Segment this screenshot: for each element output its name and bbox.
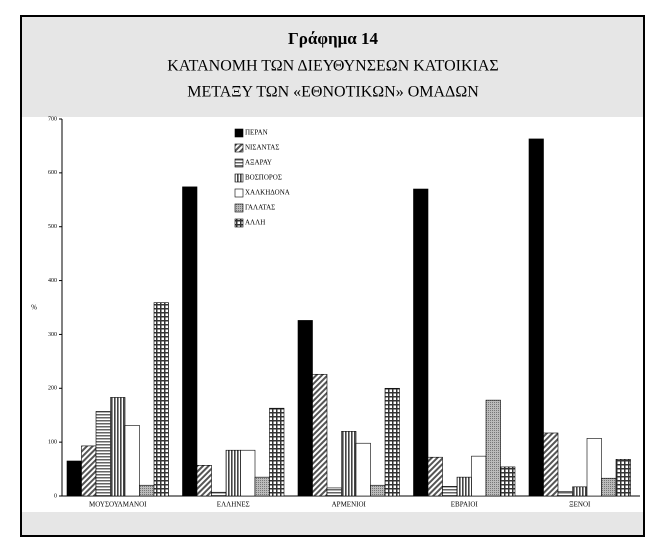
y-axis-label: % (31, 304, 37, 312)
bar (615, 459, 631, 497)
bar (572, 486, 588, 497)
x-tick-label: ΕΛΛΗΝΕΣ (217, 501, 250, 509)
legend-label: ΓΑΛΑΤΑΣ (245, 204, 275, 212)
y-tick-label: 300 (48, 332, 57, 338)
legend-swatch (234, 143, 244, 153)
bar (124, 425, 140, 497)
bar (81, 445, 97, 497)
legend-swatch (234, 203, 244, 213)
bar (413, 188, 429, 497)
legend-swatch (234, 158, 244, 168)
bar (586, 438, 602, 497)
bar (225, 449, 241, 497)
bar (557, 491, 573, 497)
bar (110, 397, 126, 497)
bar (254, 476, 270, 497)
bar (297, 320, 313, 497)
y-tick-label: 500 (48, 224, 57, 230)
bar (500, 466, 516, 497)
bar (211, 491, 227, 497)
legend-swatch (234, 173, 244, 183)
bar (528, 138, 544, 497)
bar (240, 449, 256, 497)
bar (384, 387, 400, 497)
bar (456, 476, 472, 497)
x-tick-label: ΜΟΥΣΟΥΛΜΑΝΟΙ (89, 501, 147, 509)
x-tick-label: ΕΒΡΑΙΟΙ (451, 501, 479, 509)
chart-title: Γράφημα 14 (288, 29, 379, 48)
legend-label: ΠΕΡΑΝ (245, 129, 268, 137)
bar (153, 302, 169, 497)
legend-label: ΑΛΛΗ (245, 219, 265, 227)
chart-subtitle: ΜΕΤΑΞΥ ΤΩΝ «ΕΘΝΟΤΙΚΩΝ» ΟΜΑΔΩΝ (187, 84, 479, 101)
bar (601, 477, 617, 497)
bar (312, 373, 328, 497)
y-tick-label: 200 (48, 386, 57, 392)
y-tick-label: 700 (48, 116, 57, 122)
y-tick-label: 600 (48, 170, 57, 176)
legend-label: ΑΞΑΡΑΥ (245, 159, 272, 167)
legend-swatch (234, 128, 244, 138)
bar (139, 484, 155, 497)
chart-subtitle: ΚΑΤΑΝΟΜΗ ΤΩΝ ΔΙΕΥΘΥΝΣΕΩΝ ΚΑΤΟΙΚΙΑΣ (167, 58, 498, 75)
bar (182, 186, 198, 497)
y-tick-label: 100 (48, 440, 57, 446)
bar (269, 407, 285, 497)
y-tick-label: 400 (48, 278, 57, 284)
bar (427, 456, 443, 497)
y-tick-label: 0 (54, 493, 57, 499)
legend-swatch (234, 188, 244, 198)
bar (485, 399, 501, 497)
legend-label: ΧΑΛΚΗΔΟΝΑ (245, 189, 290, 197)
bar (370, 484, 386, 497)
x-tick-label: ΞΕΝΟΙ (569, 501, 591, 509)
bar (341, 431, 357, 497)
bar (471, 455, 487, 497)
bar (543, 432, 559, 497)
bar (66, 460, 82, 497)
legend-label: ΝΙΣΑΝΤΑΣ (245, 144, 279, 152)
x-tick-label: ΑΡΜΕΝΙΟΙ (332, 501, 367, 509)
legend-label: ΒΟΣΠΟΡΟΣ (245, 174, 282, 182)
bar (442, 486, 458, 497)
bar (196, 465, 212, 497)
bar (95, 411, 111, 497)
bar (355, 442, 371, 497)
bar (326, 487, 342, 497)
legend-swatch (234, 218, 244, 228)
